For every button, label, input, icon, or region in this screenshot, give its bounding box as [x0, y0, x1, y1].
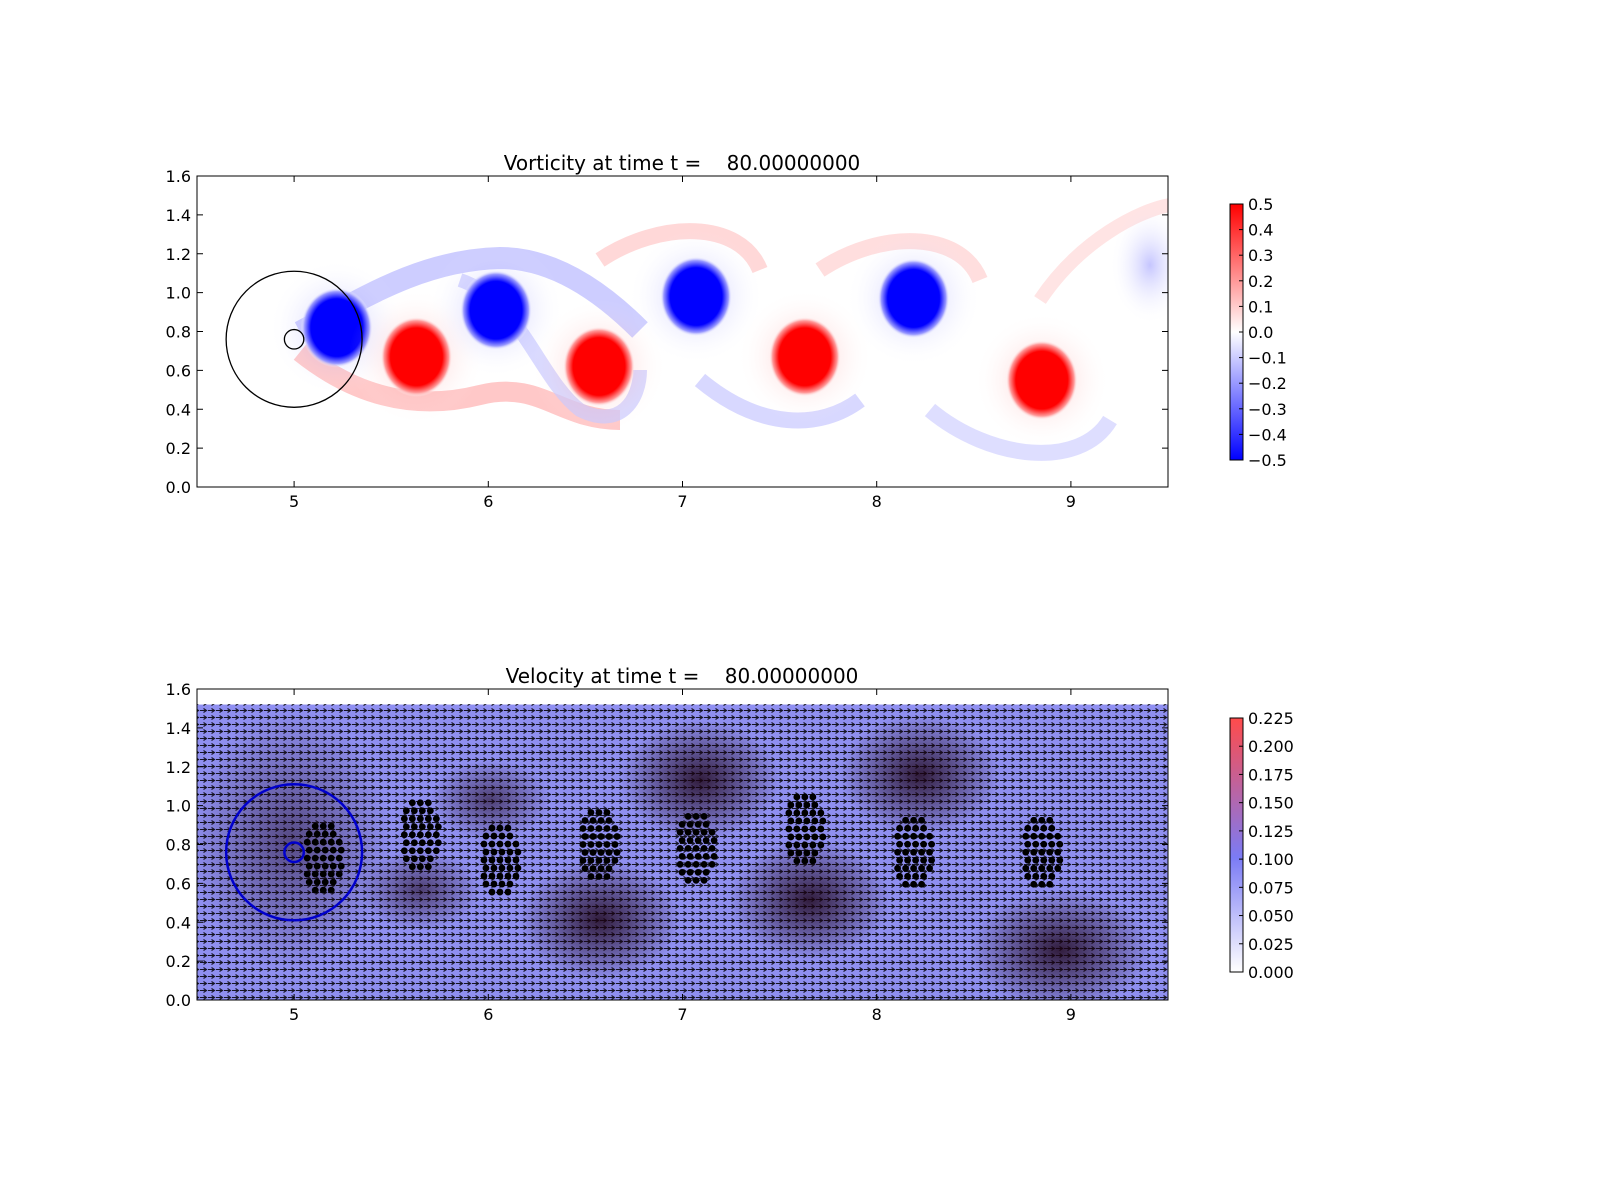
- y-tick-label: 1.4: [166, 206, 191, 225]
- y-tick-label: 0.0: [166, 478, 191, 497]
- colorbar-tick-label: 0.025: [1248, 935, 1294, 954]
- colorbar-tick-label: 0.4: [1248, 221, 1273, 240]
- colorbar-tick-label: 0.200: [1248, 737, 1294, 756]
- vortex-core-dots: [785, 793, 827, 865]
- cylinder-circle: [283, 841, 306, 864]
- vorticity-field: [197, 176, 1168, 487]
- x-tick-label: 9: [1066, 1005, 1076, 1024]
- x-tick-label: 8: [872, 1005, 882, 1024]
- y-tick-label: 0.0: [166, 991, 191, 1010]
- x-tick-label: 5: [289, 1005, 299, 1024]
- cylinder-circle: [283, 328, 305, 350]
- positive-vortex: [1005, 340, 1078, 421]
- colorbar-tick-label: 0.150: [1248, 794, 1294, 813]
- positive-vortex: [562, 326, 635, 407]
- velocity-plot: Velocity at time t = 80.00000000 5 6 7 8 9 0.…: [166, 664, 1294, 1024]
- vortex-core-dots: [480, 824, 522, 896]
- x-tick-label: 7: [677, 492, 687, 511]
- cylinder-circle: [224, 782, 364, 922]
- vortex-core-dots: [1022, 816, 1064, 888]
- velocity-title: Velocity at time t = 80.00000000: [506, 664, 859, 688]
- y-tick-label: 0.2: [166, 439, 191, 458]
- colorbar-tick-label: 0.050: [1248, 907, 1294, 926]
- colorbar-tick-label: 0.075: [1248, 878, 1294, 897]
- x-tick-label: 8: [872, 492, 882, 511]
- colorbar-tick-label: 0.5: [1248, 195, 1273, 214]
- x-tick-label: 5: [289, 492, 299, 511]
- vortex-core-dots: [579, 809, 621, 880]
- y-tick-label: 1.0: [166, 797, 191, 816]
- colorbar-tick-label: 0.100: [1248, 850, 1294, 869]
- vortex-core-dots: [894, 816, 935, 888]
- y-tick-label: 1.4: [166, 719, 191, 738]
- y-tick-label: 0.6: [166, 874, 191, 893]
- colorbar-tick-label: 0.2: [1248, 272, 1273, 291]
- colorbar-tick-label: −0.2: [1248, 374, 1287, 393]
- vorticity-plot: Vorticity at time t = 80.00000000 5 6 7 8 9 0…: [166, 151, 1287, 511]
- velocity-field: [197, 689, 1168, 1000]
- colorbar-tick-label: −0.3: [1248, 400, 1287, 419]
- negative-vortex: [877, 258, 950, 339]
- colorbar-tick-label: 0.125: [1248, 822, 1294, 841]
- cylinder-circle: [225, 270, 363, 408]
- y-tick-label: 1.0: [166, 284, 191, 303]
- x-tick-label: 9: [1066, 492, 1076, 511]
- colorbar-tick-label: 0.000: [1248, 963, 1294, 982]
- velocity-colorbar: [1229, 717, 1244, 973]
- y-tick-label: 0.8: [166, 836, 191, 855]
- colorbar-tick-label: 0.1: [1248, 297, 1273, 316]
- vortex-core-dots: [676, 812, 718, 884]
- colorbar-tick-label: 0.0: [1248, 323, 1273, 342]
- vortex-core-dots: [400, 799, 442, 871]
- negative-vortex: [460, 270, 533, 351]
- y-tick-label: 0.4: [166, 400, 191, 419]
- y-tick-label: 1.2: [166, 245, 191, 264]
- negative-vortex: [660, 256, 733, 337]
- x-tick-label: 6: [483, 492, 493, 511]
- x-tick-label: 7: [677, 1005, 687, 1024]
- colorbar-tick-label: 0.175: [1248, 765, 1294, 784]
- y-tick-label: 0.2: [166, 952, 191, 971]
- y-tick-label: 0.6: [166, 361, 191, 380]
- positive-vortex: [768, 316, 841, 397]
- y-tick-label: 1.6: [166, 680, 191, 699]
- y-tick-label: 0.8: [166, 323, 191, 342]
- colorbar-tick-label: −0.5: [1248, 451, 1287, 470]
- colorbar-tick-label: −0.4: [1248, 425, 1287, 444]
- vortex-core-dots: [303, 822, 345, 894]
- colorbar-tick-label: −0.1: [1248, 349, 1287, 368]
- y-tick-label: 1.6: [166, 167, 191, 186]
- colorbar-tick-label: 0.3: [1248, 246, 1273, 265]
- vorticity-title: Vorticity at time t = 80.00000000: [504, 151, 861, 175]
- y-tick-label: 1.2: [166, 758, 191, 777]
- x-tick-label: 6: [483, 1005, 493, 1024]
- y-tick-label: 0.4: [166, 913, 191, 932]
- colorbar-tick-label: 0.225: [1248, 709, 1294, 728]
